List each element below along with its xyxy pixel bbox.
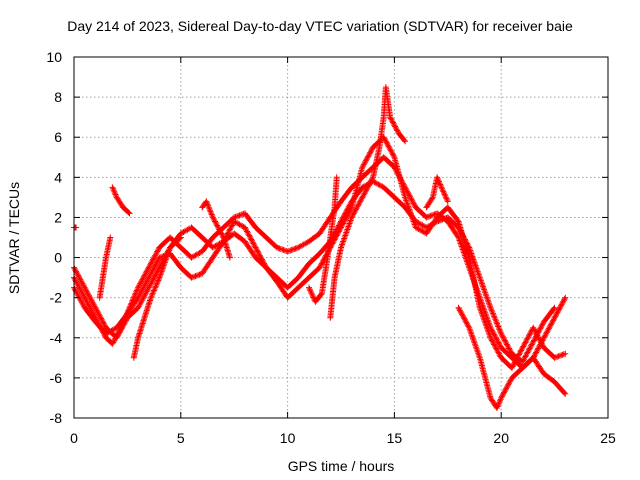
series-satellite-track-7 xyxy=(71,224,80,231)
y-tick-label: 0 xyxy=(54,250,62,266)
series-markers xyxy=(130,234,184,361)
series-markers xyxy=(71,224,80,231)
series-satellite-track-6 xyxy=(109,184,133,217)
y-tick-label: 4 xyxy=(54,169,62,185)
series-satellite-track-9 xyxy=(199,198,233,261)
series-markers xyxy=(327,84,409,321)
x-tick-label: 5 xyxy=(177,430,185,446)
series-satellite-track-11 xyxy=(423,174,451,211)
y-tick-label: -8 xyxy=(50,410,63,426)
x-tick-label: 15 xyxy=(387,430,403,446)
series-markers xyxy=(455,304,569,411)
y-tick-label: 10 xyxy=(46,49,62,65)
y-tick-label: -4 xyxy=(50,330,63,346)
axis-ticks: 0 5 10 15 20 25 -8 -6 -4 -2 0 2 4 6 8 10 xyxy=(46,49,616,446)
x-tick-label: 20 xyxy=(493,430,509,446)
x-tick-label: 25 xyxy=(600,430,616,446)
x-tick-label: 10 xyxy=(280,430,296,446)
grid-lines xyxy=(74,57,608,418)
x-tick-label: 0 xyxy=(70,430,78,446)
series-markers xyxy=(109,184,133,217)
y-tick-label: 6 xyxy=(54,129,62,145)
y-tick-label: 8 xyxy=(54,89,62,105)
series-markers xyxy=(306,174,340,305)
series-satellite-track-12 xyxy=(96,234,114,301)
series-satellite-track-4 xyxy=(327,84,409,321)
series-markers xyxy=(423,174,451,211)
series-markers xyxy=(96,234,114,301)
y-tick-label: 2 xyxy=(54,209,62,225)
series-satellite-track-8 xyxy=(130,234,184,361)
x-axis-label: GPS time / hours xyxy=(287,458,395,474)
series-satellite-track-5 xyxy=(455,304,569,411)
series-satellite-track-10 xyxy=(306,174,340,305)
series-markers xyxy=(199,198,233,261)
plot-frame xyxy=(73,56,609,419)
data-series xyxy=(71,84,569,411)
chart-title: Day 214 of 2023, Sidereal Day-to-day VTE… xyxy=(67,18,573,34)
y-tick-label: -2 xyxy=(50,290,63,306)
y-tick-label: -6 xyxy=(50,370,63,386)
